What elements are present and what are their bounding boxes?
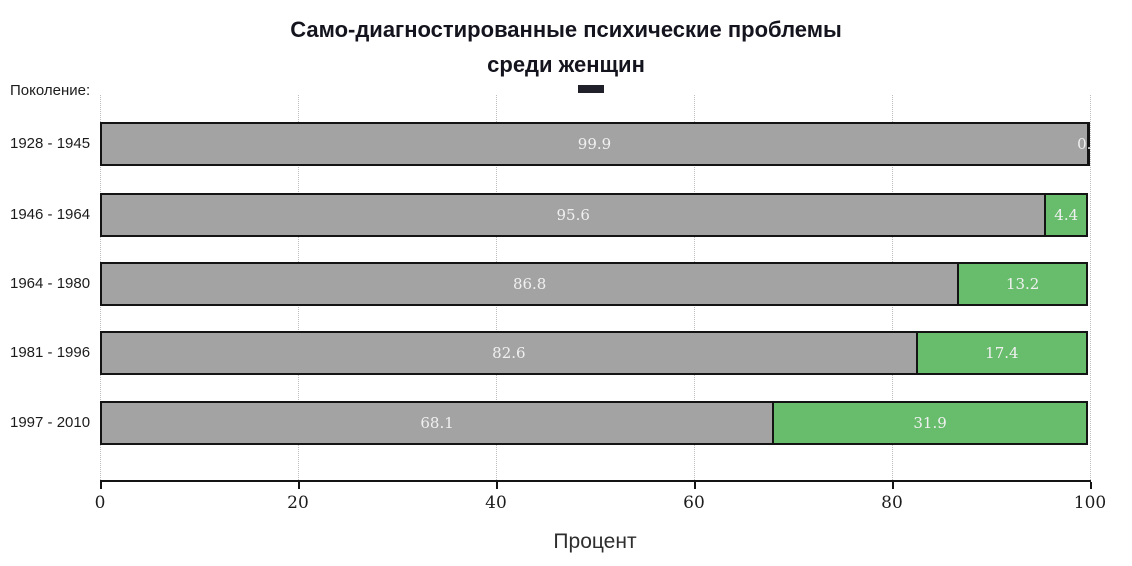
bar-value-label: 4.4 <box>1054 206 1079 224</box>
category-label: 1928 - 1945 <box>10 135 91 152</box>
bar-segment-yes: 4.4 <box>1044 193 1088 237</box>
bar-segment-no: 95.6 <box>100 193 1047 237</box>
bar-row: 86.8 13.2 <box>100 262 1090 306</box>
chart-title-line2: среди женщин <box>487 52 645 78</box>
x-tick-label: 40 <box>485 493 507 513</box>
x-tick-mark <box>694 482 696 489</box>
bar-value-label: 13.2 <box>1005 275 1040 293</box>
plot-area: 99.9 0.1 95.6 4.4 86.8 13.2 82.6 17.4 68.1 31.9 <box>100 95 1091 480</box>
x-tick-mark <box>496 482 498 489</box>
bar-value-label: 86.8 <box>512 275 547 293</box>
x-tick-mark <box>100 482 102 489</box>
x-tick-label: 100 <box>1073 493 1107 513</box>
category-label: 1981 - 1996 <box>10 344 91 361</box>
legend-cropped-artifact <box>578 85 604 93</box>
chart-title-line1: Само-диагностированные психические пробл… <box>290 17 842 42</box>
bar-row: 95.6 4.4 <box>100 193 1090 237</box>
x-tick-mark <box>892 482 894 489</box>
x-tick-label: 60 <box>683 493 705 513</box>
x-tick-label: 20 <box>287 493 309 513</box>
x-axis-line <box>100 480 1091 482</box>
bar-value-label: 31.9 <box>913 414 947 432</box>
bar-segment-yes: 17.4 <box>915 331 1088 375</box>
bar-segment-no: 82.6 <box>100 331 918 375</box>
bar-segment-no: 86.8 <box>100 262 960 306</box>
bar-value-label: 17.4 <box>985 344 1019 362</box>
gridline <box>1090 95 1091 480</box>
category-label: 1964 - 1980 <box>10 275 91 292</box>
bar-value-label: 95.6 <box>556 206 590 224</box>
x-tick-mark <box>298 482 300 489</box>
y-axis-header: Поколение: <box>10 82 91 99</box>
x-tick-mark <box>1090 482 1092 489</box>
bar-segment-no: 99.9 <box>100 122 1089 166</box>
bar-row: 82.6 17.4 <box>100 331 1090 375</box>
bar-row: 68.1 31.9 <box>100 401 1090 445</box>
bar-value-label: 99.9 <box>577 135 612 153</box>
bar-segment-yes: 31.9 <box>772 401 1088 445</box>
x-tick-label: 0 <box>94 493 106 513</box>
bar-value-label: 0.1 <box>1077 135 1090 153</box>
bar-segment-yes: 0.1 <box>1077 122 1090 166</box>
bar-row: 99.9 0.1 <box>100 122 1090 166</box>
bar-segment-no: 68.1 <box>100 401 775 445</box>
bar-value-label: 82.6 <box>492 344 526 362</box>
category-label: 1946 - 1964 <box>10 206 91 223</box>
category-label: 1997 - 2010 <box>10 414 91 431</box>
chart-title: Само-диагностированные психические пробл… <box>0 12 1132 82</box>
bar-value-label: 68.1 <box>420 414 454 432</box>
x-axis-label: Процент <box>553 530 637 553</box>
x-tick-label: 80 <box>881 493 903 513</box>
bar-segment-yes: 13.2 <box>957 262 1088 306</box>
